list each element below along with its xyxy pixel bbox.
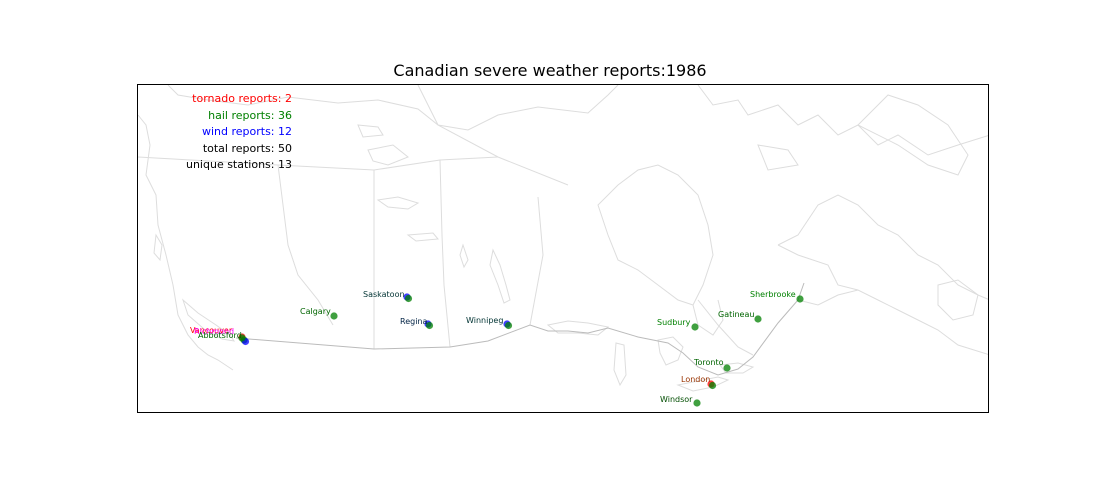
james-bay: [692, 299, 724, 336]
stats-panel: tornado reports: 2 hail reports: 36 wind…: [138, 91, 292, 174]
lake-huron: [657, 336, 684, 366]
station-label: Winnipeg: [466, 316, 503, 325]
station-sherbrooke: Sherbrooke: [750, 290, 804, 303]
baffin-island: [857, 94, 969, 176]
arctic-coastline: [167, 85, 619, 131]
lake-superior: [546, 320, 610, 336]
manitoba-ontario-boundary: [529, 196, 544, 326]
station-marker-hail: [693, 399, 701, 407]
station-label: Sherbrooke: [750, 290, 796, 299]
pacific-coastline: [138, 114, 234, 371]
station-regina: Regina: [400, 317, 434, 330]
station-marker-hail: [425, 321, 434, 330]
stations-count: unique stations: 13: [185, 158, 292, 171]
hudson-bay: [597, 164, 714, 306]
canada-us-border: [235, 282, 805, 376]
arctic-island-3: [757, 144, 799, 171]
station-label: Calgary: [300, 307, 331, 316]
great-slave-lake: [376, 196, 420, 210]
lake-ontario: [719, 362, 755, 374]
station-marker-hail: [404, 294, 413, 303]
sask-manitoba-boundary: [439, 159, 451, 348]
station-abbotsford: Abbotsford: [198, 331, 246, 342]
basemap-lines: [138, 85, 988, 392]
arctic-island-1: [357, 124, 384, 138]
station-label: Saskatoon: [363, 290, 405, 299]
map-title: Canadian severe weather reports:1986: [393, 61, 707, 80]
haida-gwaii: [153, 233, 163, 262]
station-gatineau: Gatineau: [718, 310, 762, 323]
bc-alberta-boundary: [277, 164, 334, 326]
station-windsor: Windsor: [660, 395, 701, 407]
station-saskatoon: Saskatoon: [363, 290, 413, 303]
great-bear-lake: [367, 144, 409, 166]
station-winnipeg: Winnipeg: [466, 316, 513, 330]
territories-south-boundary: [138, 156, 499, 171]
lake-michigan: [613, 342, 627, 387]
station-marker-hail: [754, 315, 762, 323]
vancouver-island: [181, 298, 236, 342]
station-marker-hail: [708, 381, 717, 390]
station-marker-hail: [238, 334, 246, 342]
map-frame: Vancouver Richmond Abbotsford Calgary Saskat…: [137, 84, 989, 413]
arctic-island-2: [697, 85, 988, 156]
station-label: Vancouver: [190, 326, 233, 335]
ontario-quebec-boundary: [697, 299, 754, 356]
station-label: Richmond: [194, 327, 234, 336]
station-label: Sudbury: [657, 318, 691, 327]
station-marker-hail: [504, 321, 513, 330]
lake-winnipeg: [489, 248, 511, 304]
station-marker-hail: [796, 295, 804, 303]
station-label: Gatineau: [718, 310, 754, 319]
station-sudbury: Sudbury: [657, 318, 699, 331]
total-count: total reports: 50: [202, 141, 292, 155]
station-london: London: [681, 375, 717, 390]
tornado-count: tornado reports: 2: [192, 92, 292, 105]
station-marker-hail: [723, 364, 731, 372]
gulf-stlawrence: [797, 289, 988, 355]
newfoundland: [937, 279, 979, 321]
lake-athabasca: [406, 232, 439, 242]
quebec-labrador-boundary: [777, 244, 859, 291]
atlantic-coastline: [777, 194, 988, 300]
station-label: Toronto: [693, 358, 724, 367]
wind-count: wind reports: 12: [201, 125, 292, 138]
lake-erie: [676, 376, 730, 392]
station-label: Abbotsford: [198, 331, 242, 340]
station-toronto: Toronto: [693, 358, 731, 372]
station-label: Regina: [400, 317, 427, 326]
station-label: London: [681, 375, 710, 384]
station-calgary: Calgary: [300, 307, 338, 320]
station-label: Windsor: [660, 395, 693, 404]
station-marker-hail: [330, 312, 338, 320]
station-marker-hail: [691, 323, 699, 331]
hail-count: hail reports: 36: [208, 108, 292, 122]
nwt-nunavut-boundary: [417, 85, 569, 186]
reindeer-lake: [459, 243, 469, 269]
